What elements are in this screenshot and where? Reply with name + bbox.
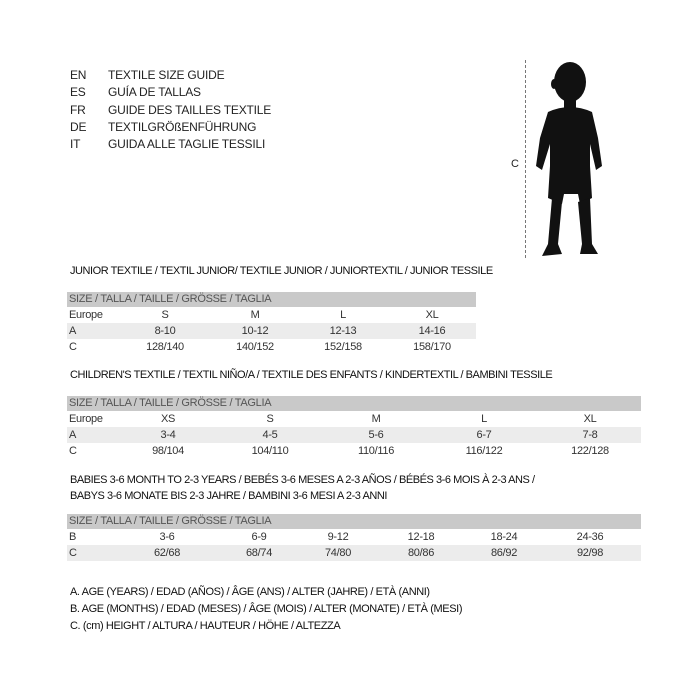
row-label: B xyxy=(69,531,77,543)
language-title: TEXTILGRÖßENFÜHRUNG xyxy=(108,119,257,134)
junior-title: JUNIOR TEXTILE / TEXTIL JUNIOR/ TEXTILE … xyxy=(70,265,493,277)
table-cell: 9-12 xyxy=(327,531,349,543)
table-cell: 74/80 xyxy=(324,547,352,559)
table-cell: M xyxy=(371,413,381,425)
table-cell: L xyxy=(340,309,346,321)
height-dashed-line xyxy=(525,60,526,258)
table-cell: S xyxy=(266,413,274,425)
table-cell: S xyxy=(161,309,169,321)
legend-c: C. (cm) HEIGHT / ALTURA / HAUTEUR / HÖHE… xyxy=(70,620,341,632)
table-row: C 128/140 140/152 152/158 158/170 xyxy=(67,339,476,355)
table-cell: 6-7 xyxy=(476,429,492,441)
children-title: CHILDREN'S TEXTILE / TEXTIL NIÑO/A / TEX… xyxy=(70,369,553,381)
table-cell: 6-9 xyxy=(251,531,267,543)
table-row: C 62/68 68/74 74/80 80/86 86/92 92/98 xyxy=(67,545,641,561)
table-cell: 18-24 xyxy=(490,531,518,543)
table-cell: 5-6 xyxy=(368,429,384,441)
table-row: A 8-10 10-12 12-13 14-16 xyxy=(67,323,476,339)
language-code: DE xyxy=(70,119,87,134)
table-row: A 3-4 4-5 5-6 6-7 7-8 xyxy=(67,427,641,443)
legend-b: B. AGE (MONTHS) / EDAD (MESES) / ÂGE (MO… xyxy=(70,603,463,615)
row-label: Europe xyxy=(69,309,103,321)
table-cell: 104/110 xyxy=(251,445,289,457)
row-label: C xyxy=(69,445,77,457)
babies-size-table: SIZE / TALLA / TAILLE / GRÖSSE / TAGLIA … xyxy=(67,514,641,561)
table-cell: 140/152 xyxy=(236,341,274,353)
child-silhouette-icon xyxy=(536,62,602,256)
language-title: GUIDE DES TAILLES TEXTILE xyxy=(108,102,272,117)
table-cell: 152/158 xyxy=(324,341,362,353)
table-cell: XL xyxy=(583,413,597,425)
language-title: GUIDA ALLE TAGLIE TESSILI xyxy=(108,137,266,152)
table-cell: 7-8 xyxy=(582,429,598,441)
table-cell: 24-36 xyxy=(576,531,604,543)
table-cell: 116/122 xyxy=(465,445,503,457)
table-cell: 122/128 xyxy=(571,445,609,457)
row-label: C xyxy=(69,341,77,353)
junior-size-table: SIZE / TALLA / TAILLE / GRÖSSE / TAGLIA … xyxy=(67,292,476,355)
table-cell: 12-13 xyxy=(329,325,357,337)
size-header: SIZE / TALLA / TAILLE / GRÖSSE / TAGLIA xyxy=(67,396,641,411)
table-cell: 12-18 xyxy=(407,531,435,543)
language-title: TEXTILE SIZE GUIDE xyxy=(108,68,225,82)
table-row: B 3-6 6-9 9-12 12-18 18-24 24-36 xyxy=(67,529,641,545)
size-header: SIZE / TALLA / TAILLE / GRÖSSE / TAGLIA xyxy=(67,514,641,529)
table-cell: 98/104 xyxy=(152,445,184,457)
table-cell: 8-10 xyxy=(154,325,176,337)
legend-a: A. AGE (YEARS) / EDAD (AÑOS) / ÂGE (ANS)… xyxy=(70,586,430,598)
table-cell: L xyxy=(481,413,487,425)
table-cell: 4-5 xyxy=(262,429,278,441)
table-cell: 80/86 xyxy=(407,547,435,559)
table-cell: M xyxy=(250,309,260,321)
table-cell: 3-4 xyxy=(160,429,176,441)
language-code: EN xyxy=(70,68,87,82)
babies-title-line2: BABYS 3-6 MONATE BIS 2-3 JAHRE / BAMBINI… xyxy=(70,490,387,502)
size-header: SIZE / TALLA / TAILLE / GRÖSSE / TAGLIA xyxy=(67,292,476,307)
table-row: Europe XS S M L XL xyxy=(67,411,641,427)
language-title: GUÍA DE TALLAS xyxy=(108,85,201,100)
table-cell: 86/92 xyxy=(490,547,518,559)
table-cell: 14-16 xyxy=(418,325,446,337)
table-cell: 3-6 xyxy=(159,531,175,543)
language-code: FR xyxy=(70,102,86,117)
table-cell: XL xyxy=(425,309,439,321)
row-label: Europe xyxy=(69,413,103,425)
row-label: C xyxy=(69,547,77,559)
language-code: ES xyxy=(70,85,86,100)
language-code: IT xyxy=(70,137,81,152)
table-cell: 68/74 xyxy=(245,547,273,559)
table-row: C 98/104 104/110 110/116 116/122 122/128 xyxy=(67,443,641,459)
table-cell: XS xyxy=(160,413,176,425)
babies-title-line1: BABIES 3-6 MONTH TO 2-3 YEARS / BEBÉS 3-… xyxy=(70,474,535,486)
children-size-table: SIZE / TALLA / TAILLE / GRÖSSE / TAGLIA … xyxy=(67,396,641,459)
row-label: A xyxy=(69,325,77,337)
row-label: A xyxy=(69,429,77,441)
table-cell: 92/98 xyxy=(576,547,604,559)
height-label: C xyxy=(511,158,519,170)
table-cell: 10-12 xyxy=(241,325,269,337)
table-cell: 128/140 xyxy=(146,341,184,353)
table-row: Europe S M L XL xyxy=(67,307,476,323)
table-cell: 110/116 xyxy=(357,445,395,457)
table-cell: 62/68 xyxy=(153,547,181,559)
table-cell: 158/170 xyxy=(413,341,451,353)
